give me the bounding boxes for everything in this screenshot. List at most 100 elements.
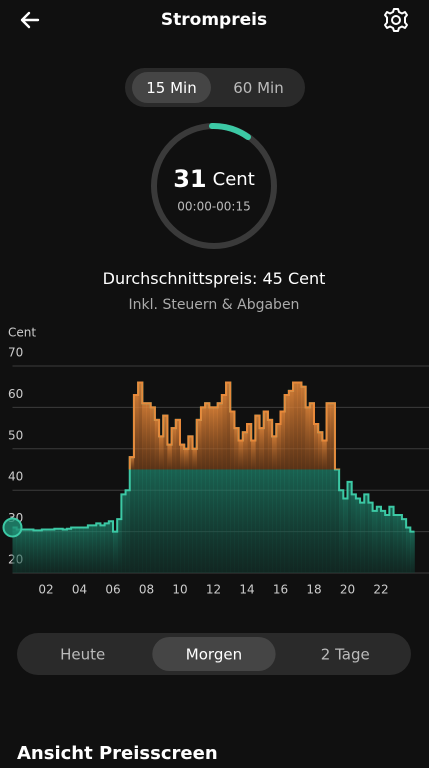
area-below — [184, 469, 189, 573]
area-above — [184, 448, 189, 470]
area-below — [154, 469, 160, 573]
area-above — [163, 415, 168, 470]
area-below — [334, 469, 340, 573]
average-label: Durchschnittspreis: — [103, 269, 258, 288]
area-below — [58, 528, 64, 573]
area-above — [276, 423, 281, 470]
x-tick-label: 10 — [172, 583, 187, 597]
area-below — [339, 490, 344, 573]
area-below — [247, 469, 252, 573]
area-above — [255, 415, 260, 470]
toggle-option[interactable]: Heute — [60, 646, 105, 664]
area-above — [309, 403, 315, 470]
settings-button[interactable] — [384, 8, 408, 32]
area-below — [163, 469, 168, 573]
area-above — [192, 448, 198, 470]
area-below — [54, 528, 59, 573]
area-below — [393, 515, 399, 573]
area-below — [385, 515, 390, 573]
gauge-unit: Cent — [213, 169, 255, 190]
gauge-arc — [209, 122, 251, 140]
area-above — [146, 403, 151, 470]
area-above — [284, 394, 290, 470]
area-below — [406, 527, 411, 573]
area-below — [351, 494, 357, 573]
area-below — [75, 527, 80, 573]
area-below — [381, 510, 386, 573]
area-below — [150, 469, 156, 573]
area-below — [108, 521, 114, 573]
area-below — [372, 510, 378, 573]
area-below — [284, 469, 290, 573]
area-above — [251, 440, 256, 470]
area-above — [322, 440, 327, 470]
toggle-option[interactable]: 2 Tage — [321, 646, 370, 664]
area-below — [100, 525, 105, 573]
area-below — [272, 469, 277, 573]
area-above — [171, 428, 177, 470]
area-below — [200, 469, 206, 573]
area-below — [364, 494, 369, 573]
area-below — [267, 469, 273, 573]
area-above — [217, 403, 223, 470]
x-tick-label: 18 — [306, 583, 321, 597]
area-above — [242, 432, 248, 470]
area-below — [83, 527, 89, 573]
toggle-option[interactable]: 15 Min — [146, 79, 196, 97]
area-above — [226, 382, 231, 470]
y-tick-label: 70 — [8, 346, 23, 360]
x-tick-label: 20 — [340, 583, 355, 597]
area-below — [167, 469, 172, 573]
area-above — [234, 428, 239, 470]
area-below — [263, 469, 269, 573]
area-below — [20, 529, 26, 573]
toggle-selected — [152, 637, 276, 671]
area-below — [192, 469, 198, 573]
area-above — [154, 419, 160, 470]
area-below — [255, 469, 260, 573]
area-above — [272, 436, 277, 470]
area-below — [16, 529, 22, 573]
area-above — [230, 411, 235, 470]
y-axis-label: Cent — [8, 326, 36, 340]
area-below — [79, 527, 84, 573]
area-below — [368, 502, 373, 573]
area-below — [242, 469, 248, 573]
area-below — [376, 506, 382, 573]
gauge-value: 31 Cent — [173, 165, 255, 193]
area-below — [12, 527, 17, 573]
area-below — [96, 523, 101, 573]
area-above — [138, 382, 143, 470]
area-below — [297, 469, 302, 573]
area-below — [226, 469, 231, 573]
area-below — [276, 469, 281, 573]
area-below — [159, 469, 164, 573]
area-below — [305, 469, 311, 573]
x-tick-label: 14 — [239, 583, 254, 597]
area-above — [205, 403, 210, 470]
toggle-option[interactable]: 60 Min — [233, 79, 283, 97]
area-below — [92, 525, 97, 573]
area-above — [167, 444, 172, 470]
area-below — [314, 469, 319, 573]
day-toggle: Heute Morgen 2 Tage — [17, 633, 411, 675]
gauge-number: 31 — [173, 165, 206, 193]
area-below — [213, 469, 218, 573]
back-button[interactable] — [20, 11, 40, 29]
x-tick-label: 12 — [206, 583, 221, 597]
gauge-time: 00:00-00:15 — [177, 200, 251, 214]
area-below — [125, 490, 131, 573]
area-above — [263, 411, 269, 470]
area-below — [238, 469, 244, 573]
area-above — [142, 403, 147, 470]
area-above — [196, 419, 202, 470]
x-tick-label: 08 — [139, 583, 154, 597]
area-below — [389, 506, 394, 573]
area-above — [213, 407, 218, 470]
area-below — [293, 469, 298, 573]
area-above — [318, 432, 323, 470]
area-below — [142, 469, 147, 573]
toggle-option[interactable]: Morgen — [186, 646, 242, 664]
interval-toggle: 15 Min 60 Min — [125, 68, 305, 107]
